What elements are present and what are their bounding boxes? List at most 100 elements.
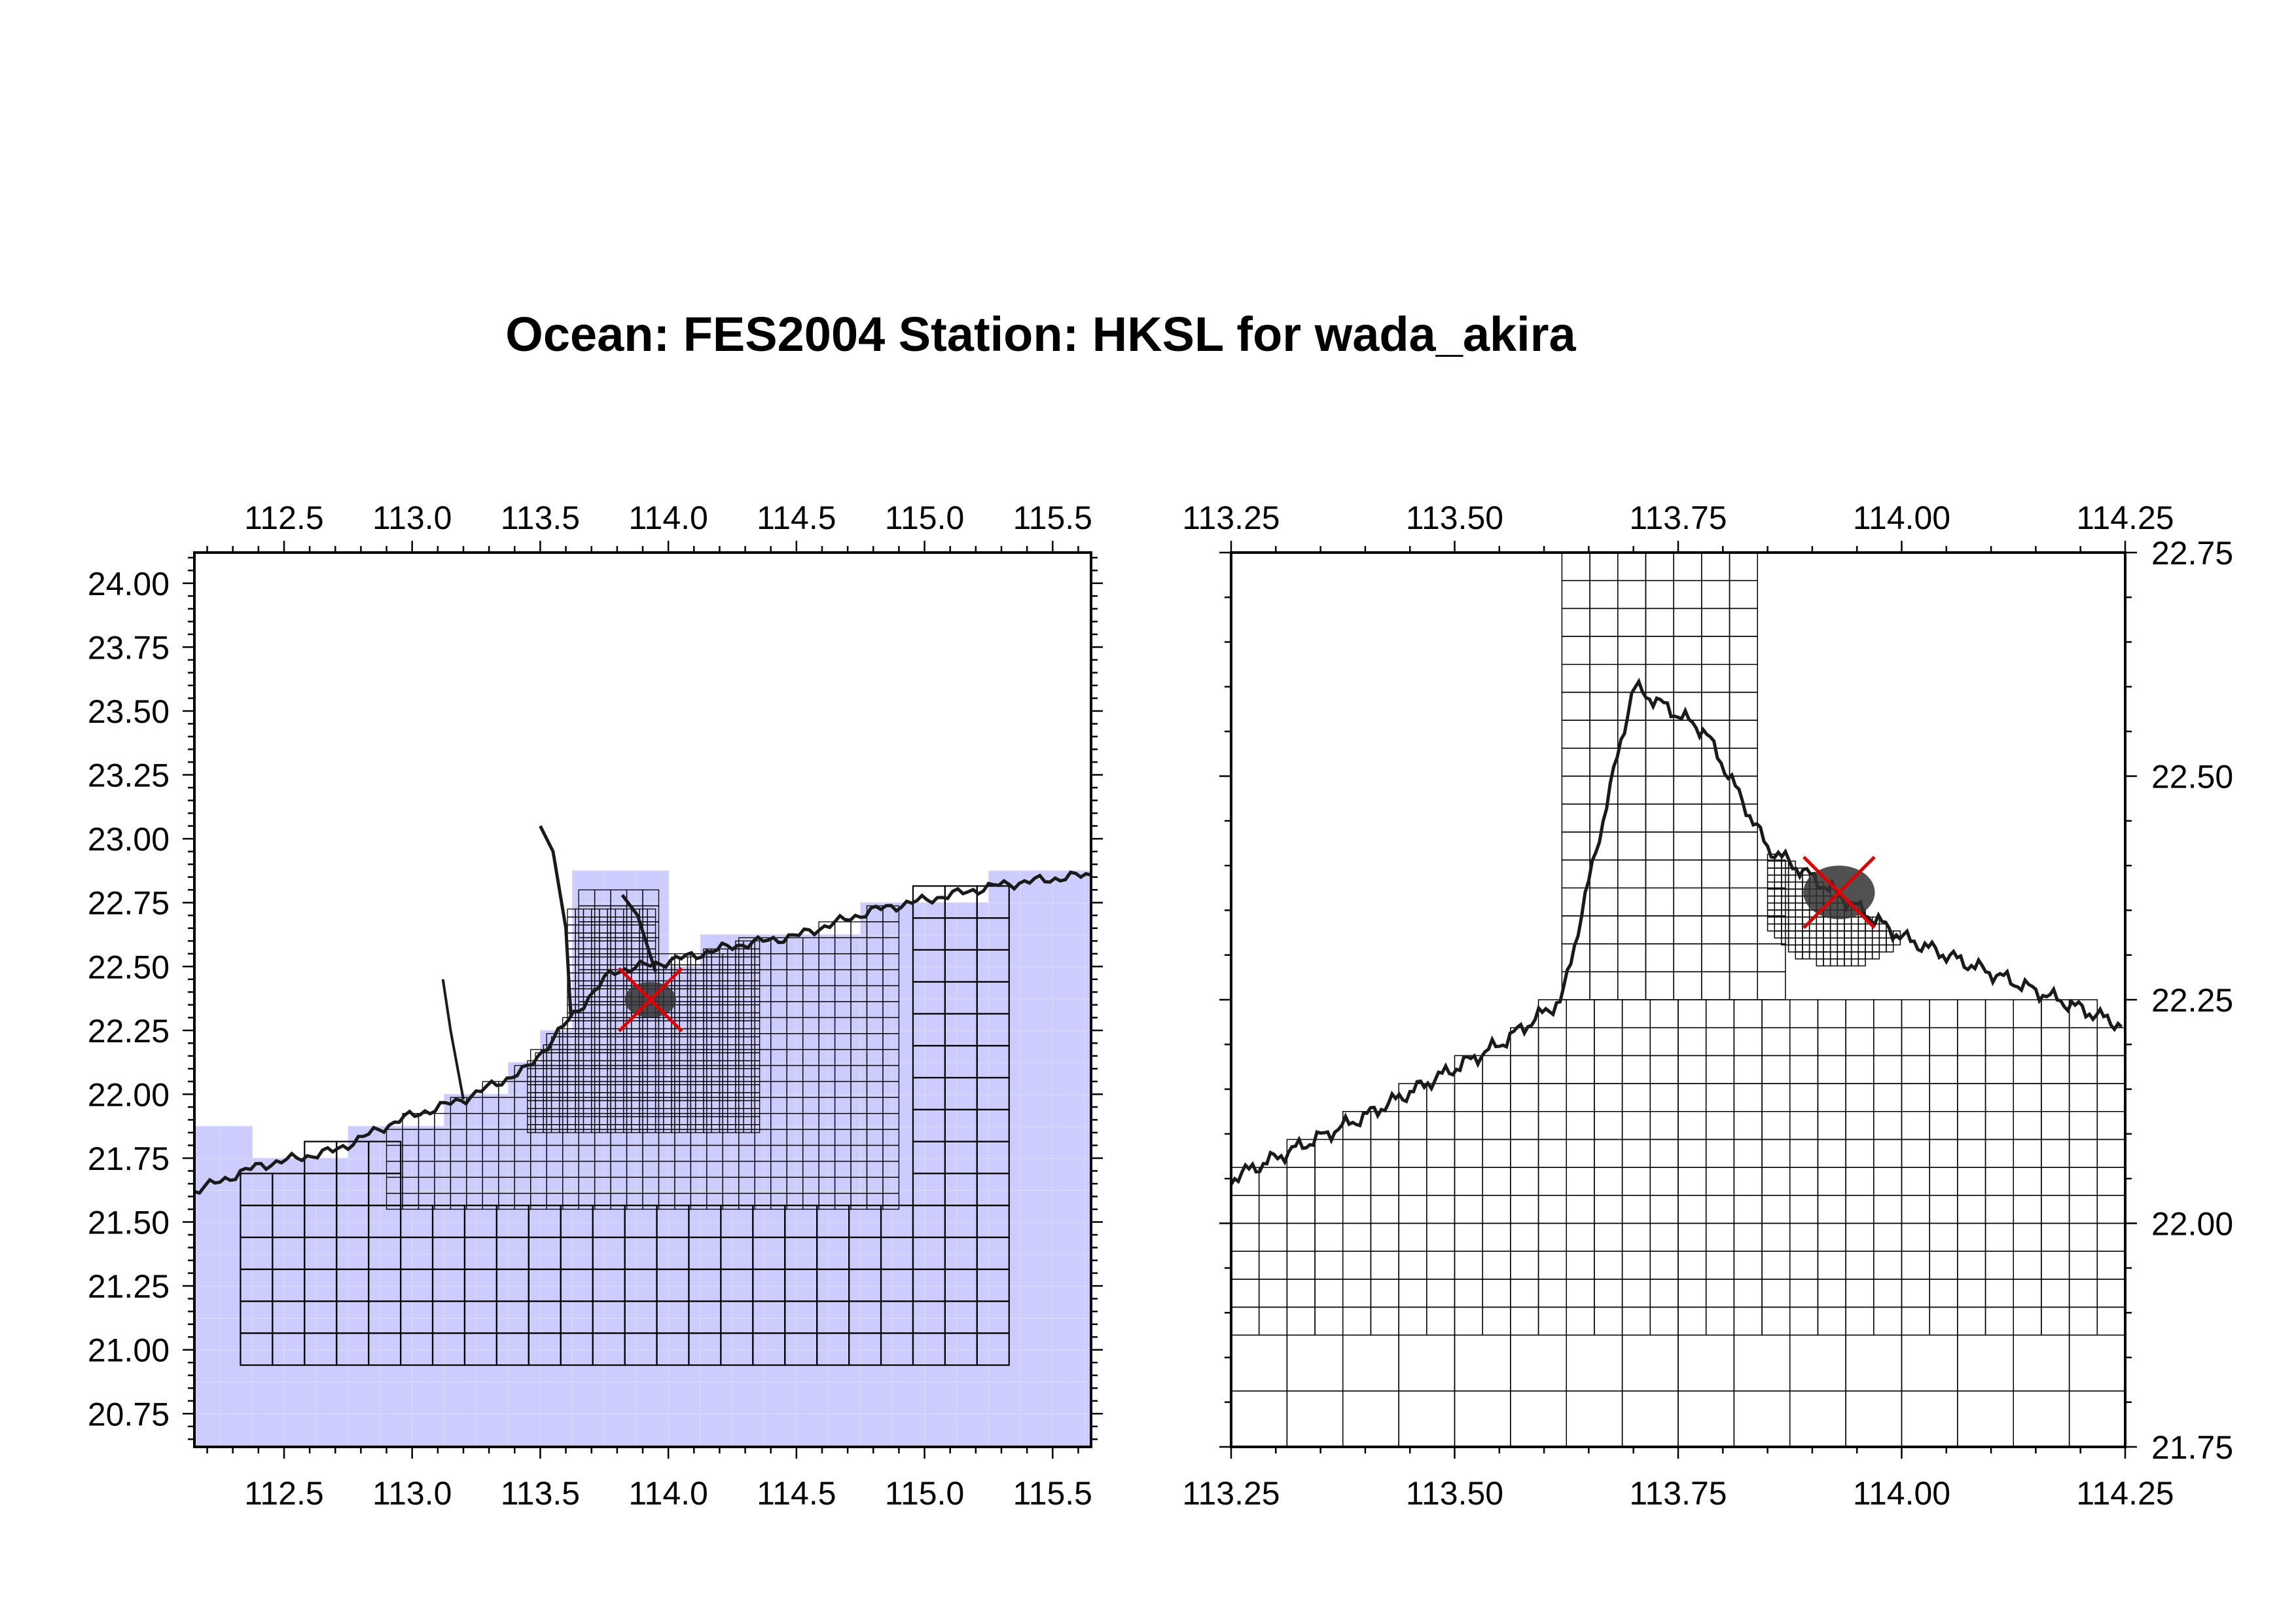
- ocean-cell: [571, 1253, 605, 1287]
- ocean-cell: [1052, 934, 1086, 968]
- ocean-cell: [412, 1190, 445, 1223]
- grid-cell: [1621, 1027, 1651, 1057]
- ocean-cell: [700, 1413, 734, 1447]
- ocean-cell: [732, 1317, 766, 1351]
- grid-cell: [1561, 943, 1590, 973]
- ocean-cell: [1020, 966, 1054, 1000]
- lon-label: 115.5: [1013, 500, 1092, 536]
- grid-cell: [1621, 1139, 1651, 1168]
- grid-cell: [1795, 881, 1803, 890]
- ocean-cell: [668, 1190, 702, 1223]
- ocean-cell: [412, 1158, 445, 1191]
- grid-cell: [1621, 999, 1651, 1029]
- grid-cell: [1901, 1250, 1930, 1280]
- grid-cell: [1844, 930, 1852, 939]
- grid-cell: [1566, 1027, 1595, 1057]
- grid-cell: [2013, 1222, 2042, 1252]
- grid-cell: [1929, 1279, 1958, 1308]
- ocean-cell: [380, 1222, 413, 1255]
- ocean-cell: [194, 1285, 221, 1319]
- grid-cell: [1733, 1195, 1763, 1224]
- river-channel: [620, 894, 657, 972]
- zoom-coastline-path: [1231, 678, 2123, 1186]
- ocean-cell: [796, 1413, 829, 1447]
- grid-cell: [2068, 1055, 2098, 1084]
- ocean-cell: [636, 1222, 670, 1255]
- ocean-cell: [508, 1222, 541, 1255]
- ocean-cell: [412, 1222, 445, 1255]
- grid-cell: [1873, 1083, 1903, 1112]
- grid-cell: [2041, 1195, 2070, 1224]
- grid-cell: [1845, 1083, 1874, 1112]
- grid-cell: [1929, 1055, 1958, 1084]
- ocean-cell: [796, 1381, 829, 1415]
- grid-cell: [1561, 636, 1590, 665]
- ocean-cell: [283, 1413, 317, 1447]
- ocean-cell: [732, 1349, 766, 1383]
- ocean-cell: [796, 998, 829, 1031]
- lat-label: 21.25: [88, 1268, 170, 1305]
- ocean-cell: [892, 1222, 925, 1255]
- ocean-cell: [828, 998, 861, 1031]
- grid-cell: [1645, 608, 1674, 637]
- grid-cell: [1857, 951, 1866, 960]
- grid-cell: [1729, 887, 1758, 917]
- grid-cell: [1837, 930, 1845, 939]
- grid-cell: [1589, 720, 1619, 749]
- grid-cell: [1677, 1222, 1707, 1252]
- grid-cell: [1816, 951, 1824, 960]
- ocean-cell: [924, 1317, 958, 1351]
- grid-cell: [1510, 1111, 1539, 1140]
- grid-cell: [1733, 1167, 1763, 1196]
- ocean-cell: [603, 1349, 637, 1383]
- grid-cell: [1314, 1167, 1344, 1196]
- grid-cell: [1537, 1083, 1567, 1112]
- ocean-cell: [412, 1413, 445, 1447]
- ocean-cell: [956, 1125, 990, 1159]
- grid-cell: [1984, 1167, 2014, 1196]
- grid-cell: [1286, 1306, 1316, 1336]
- grid-cell: [1817, 999, 1846, 1029]
- ocean-cell: [251, 1285, 285, 1319]
- ocean-cell: [315, 1222, 349, 1255]
- ocean-cell: [860, 966, 893, 1000]
- ocean-cell: [251, 1317, 285, 1351]
- grid-cell: [1594, 1195, 1623, 1224]
- grid-cell: [1789, 1139, 1819, 1168]
- lat-label: 23.25: [88, 757, 170, 794]
- ocean-cell: [476, 1222, 509, 1255]
- grid-cell: [1482, 1111, 1511, 1140]
- grid-cell: [1649, 1083, 1679, 1112]
- ocean-cell: [348, 1349, 381, 1383]
- grid-cell: [1589, 943, 1619, 973]
- ocean-cell: [668, 1413, 702, 1447]
- grid-cell: [1617, 579, 1647, 610]
- grid-cell: [1817, 1195, 1846, 1224]
- grid-cell: [1673, 775, 1702, 805]
- grid-cell: [1673, 859, 1702, 888]
- grid-cell: [1645, 775, 1674, 805]
- grid-cell: [1729, 636, 1758, 665]
- grid-cell: [1761, 1167, 1791, 1196]
- lat-label: 20.75: [88, 1396, 170, 1432]
- grid-cell: [2096, 1250, 2125, 1280]
- grid-cell: [1258, 1279, 1288, 1308]
- ocean-cell: [508, 1349, 541, 1383]
- grid-cell: [1673, 943, 1702, 973]
- grid-cell: [1857, 944, 1866, 953]
- grid-cell: [2096, 1195, 2125, 1224]
- ocean-cell: [476, 1349, 509, 1383]
- grid-cell: [1342, 1167, 1372, 1196]
- ocean-cell: [539, 1349, 573, 1383]
- ocean-cell: [796, 1158, 829, 1191]
- ocean-cell: [283, 1222, 317, 1255]
- grid-cell: [1561, 775, 1590, 805]
- ocean-cell: [508, 1158, 541, 1191]
- ocean-cell: [1020, 1030, 1054, 1063]
- grid-cell: [1705, 1222, 1735, 1252]
- grid-cell: [1767, 860, 1776, 869]
- ocean-cell: [1020, 1062, 1054, 1095]
- ocean-cell: [444, 1190, 477, 1223]
- grid-cell: [1566, 1279, 1595, 1308]
- zoom-coastline: [1231, 678, 2123, 1186]
